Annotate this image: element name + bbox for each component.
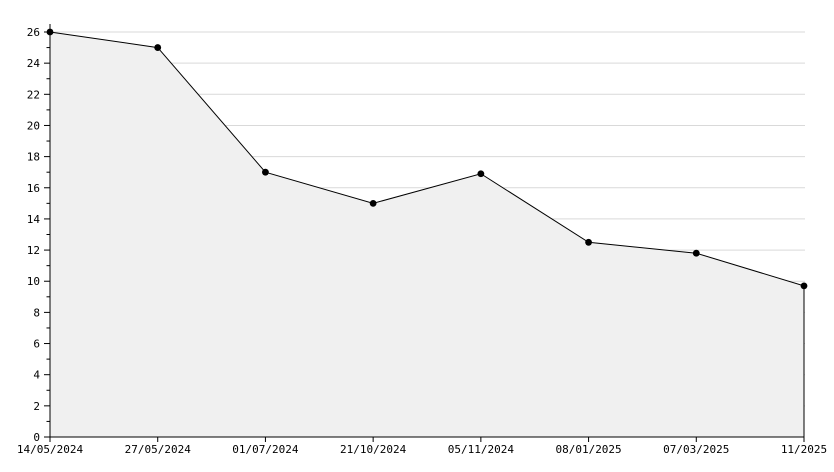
x-axis-tick-label: 21/10/2024 <box>340 443 407 456</box>
y-axis-tick-label: 6 <box>33 338 40 351</box>
x-axis-tick-label: 14/05/2024 <box>17 443 84 456</box>
y-axis-tick-label: 20 <box>27 119 40 132</box>
y-axis-tick-label: 4 <box>33 369 40 382</box>
y-axis-tick-label: 10 <box>27 275 40 288</box>
data-point-marker <box>692 249 700 257</box>
data-point-marker <box>46 28 54 36</box>
y-axis-tick-label: 22 <box>27 88 40 101</box>
data-point-marker <box>369 199 377 207</box>
y-axis-tick-label: 26 <box>27 26 40 39</box>
y-axis-tick-label: 8 <box>33 306 40 319</box>
data-point-marker <box>154 44 162 51</box>
data-point-marker <box>262 168 269 176</box>
y-axis-tick-label: 18 <box>27 151 40 164</box>
y-axis-tick-label: 0 <box>33 431 40 444</box>
data-point-marker <box>477 170 485 178</box>
x-axis-tick-label: 07/03/2025 <box>663 443 729 456</box>
y-axis-tick-label: 12 <box>27 244 40 257</box>
y-axis-tick-label: 16 <box>27 182 40 195</box>
y-axis-tick-label: 2 <box>33 400 40 413</box>
x-axis-tick-label: 05/11/2024 <box>448 443 515 456</box>
x-axis-tick-label: 01/07/2024 <box>232 443 299 456</box>
data-point-marker <box>800 282 808 290</box>
x-axis-tick-label: 27/05/2024 <box>125 443 192 456</box>
y-axis-tick-label: 14 <box>27 213 41 226</box>
x-axis-tick-label: 08/01/2025 <box>555 443 621 456</box>
x-axis-tick-label: 11/2025 <box>781 443 827 456</box>
y-axis-tick-label: 24 <box>27 57 41 70</box>
data-point-marker <box>585 238 592 246</box>
